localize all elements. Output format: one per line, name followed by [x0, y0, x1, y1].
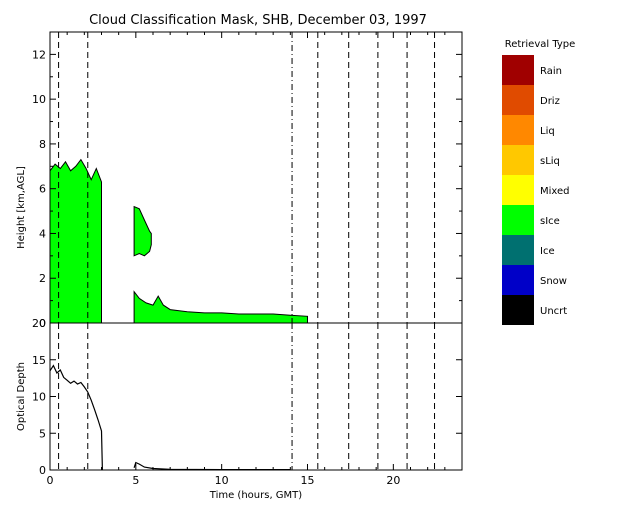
y-tick-label: 10: [32, 391, 46, 404]
legend-label-rain: Rain: [540, 66, 562, 77]
chart-title: Cloud Classification Mask, SHB, December…: [89, 13, 427, 28]
legend-label-liq: Liq: [540, 126, 555, 137]
legend-swatch-snow: [502, 265, 534, 295]
x-tick-label: 0: [47, 474, 54, 487]
cloud-area-sIce-0: [49, 158, 102, 324]
legend-label-snow: Snow: [540, 276, 567, 287]
x-tick-label: 15: [301, 474, 315, 487]
top-y-axis-label: Height [km,AGL]: [16, 166, 27, 249]
legend-label-sliq: sLiq: [540, 156, 560, 167]
y-tick-label: 4: [39, 227, 46, 240]
y-tick-label: 20: [32, 317, 46, 330]
legend-swatch-rain: [502, 55, 534, 85]
legend-label-driz: Driz: [540, 96, 560, 107]
legend-swatch-driz: [502, 85, 534, 115]
legend-swatch-mixed: [502, 175, 534, 205]
y-tick-label: 2: [39, 272, 46, 285]
optical-depth-line-0: [49, 364, 103, 471]
y-tick-label: 10: [32, 93, 46, 106]
y-tick-label: 15: [32, 354, 46, 367]
legend-swatch-ice: [502, 235, 534, 265]
legend-label-sice: sIce: [540, 216, 560, 227]
cloud-area-sIce-1: [133, 205, 152, 257]
bottom-y-axis-label: Optical Depth: [16, 362, 27, 431]
y-tick-label: 12: [32, 48, 46, 61]
legend-label-uncrt: Uncrt: [540, 306, 567, 317]
legend-label-mixed: Mixed: [540, 186, 570, 197]
y-tick-label: 6: [39, 183, 46, 196]
legend-swatch-sice: [502, 205, 534, 235]
legend-swatch-sliq: [502, 145, 534, 175]
x-axis-label: Time (hours, GMT): [209, 490, 303, 501]
y-tick-label: 0: [39, 317, 46, 330]
y-tick-label: 5: [39, 427, 46, 440]
legend-label-ice: Ice: [540, 246, 555, 257]
legend-title: Retrieval Type: [505, 39, 576, 50]
y-tick-label: 0: [39, 464, 46, 477]
x-tick-label: 5: [132, 474, 139, 487]
legend-swatch-liq: [502, 115, 534, 145]
legend: Rain Driz Liq sLiq Mixed sIce Ice Snow Uncrt: [502, 55, 570, 325]
y-tick-label: 8: [39, 138, 46, 151]
legend-swatch-uncrt: [502, 295, 534, 325]
x-tick-label: 20: [386, 474, 400, 487]
x-tick-label: 10: [215, 474, 229, 487]
